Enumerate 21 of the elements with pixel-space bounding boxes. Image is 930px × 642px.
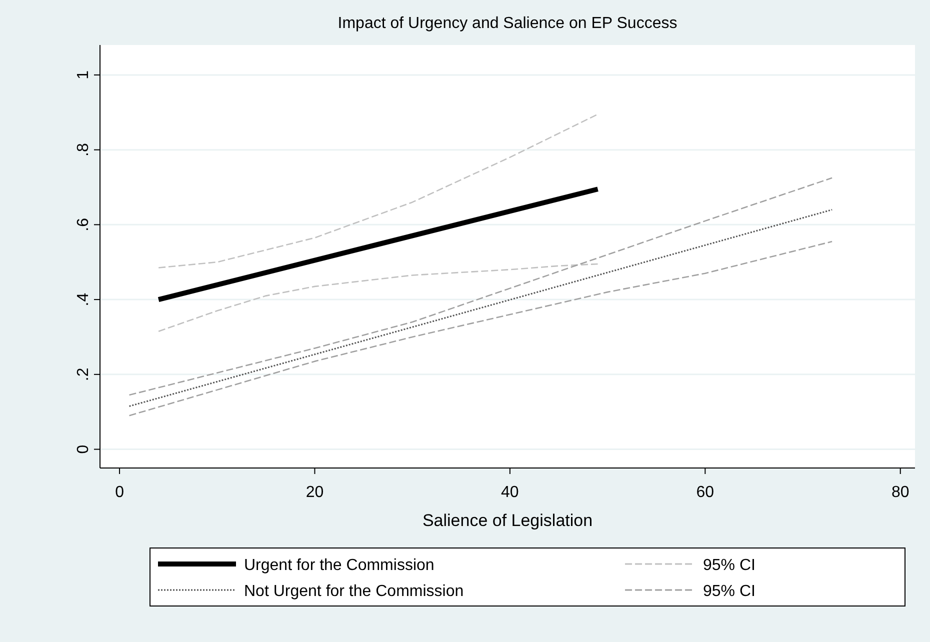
x-tick-label: 20	[306, 484, 324, 501]
x-tick-label: 60	[696, 484, 714, 501]
line-series	[128, 240, 833, 416]
x-tick-label: 40	[501, 484, 519, 501]
legend-label: 95% CI	[703, 557, 756, 574]
y-tick-label: 0	[75, 444, 92, 454]
y-tick-label: .4	[75, 292, 92, 306]
chart-title: Impact of Urgency and Salience on EP Success	[338, 15, 678, 32]
x-axis-title: Salience of Legislation	[422, 511, 593, 530]
line-series	[158, 114, 598, 268]
line-series	[128, 177, 833, 396]
x-tick-label: 80	[891, 484, 910, 501]
legend-label: Not Urgent for the Commission	[244, 583, 464, 600]
line-series	[158, 263, 598, 332]
y-tick-label: .8	[75, 143, 92, 156]
y-tick-label: .2	[75, 368, 92, 382]
y-tick-label: .6	[75, 218, 92, 232]
legend-label: Urgent for the Commission	[244, 557, 434, 574]
x-tick-label: 0	[115, 484, 124, 501]
y-tick-label: 1	[75, 70, 92, 80]
legend-label: 95% CI	[703, 583, 756, 600]
